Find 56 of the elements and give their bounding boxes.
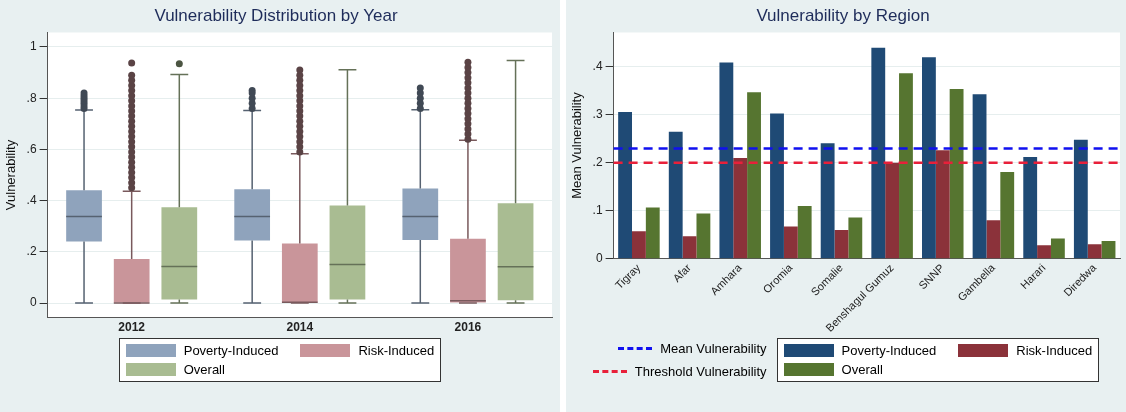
bar <box>1050 238 1065 259</box>
bar <box>618 111 633 259</box>
y-tick-label: .2 <box>26 244 37 259</box>
bar <box>747 92 761 259</box>
y-tick-label: 0 <box>595 250 603 265</box>
legend-label: Poverty-Induced <box>841 343 937 358</box>
bar <box>645 207 660 259</box>
x-tick-label: 2012 <box>118 320 146 335</box>
bar <box>719 62 734 259</box>
y-axis-title: Mean Vulnerability <box>569 91 585 199</box>
bar <box>668 131 683 259</box>
y-tick-label: .6 <box>26 141 37 156</box>
bar <box>848 217 863 259</box>
bar <box>1000 171 1015 259</box>
bar <box>1087 244 1102 259</box>
y-tick-label: .4 <box>592 59 603 74</box>
bar <box>820 143 835 259</box>
bar <box>834 229 849 259</box>
y-axis-title: Vulnerability <box>3 139 19 211</box>
bar <box>682 236 697 259</box>
bar <box>696 213 711 259</box>
bar <box>922 57 936 259</box>
legend-label: Threshold Vulnerability <box>634 364 767 379</box>
y-tick-label: .4 <box>26 192 37 207</box>
y-tick-label: .3 <box>592 107 603 122</box>
legend-label: Poverty-Induced <box>183 343 279 358</box>
bar <box>783 226 798 259</box>
bar <box>770 113 784 259</box>
bar <box>1037 245 1051 259</box>
y-tick-label: .2 <box>592 155 603 170</box>
y-tick-label: .1 <box>592 203 603 218</box>
bar <box>733 158 748 259</box>
y-tick-label: .8 <box>26 90 37 105</box>
x-tick-label: 2014 <box>286 320 314 335</box>
bar <box>1023 157 1038 259</box>
bar <box>871 47 886 259</box>
y-tick-label: 1 <box>29 39 37 54</box>
bar <box>1101 240 1116 259</box>
chart-title: Vulnerability Distribution by Year <box>154 5 398 25</box>
bar <box>899 73 913 259</box>
chart-title: Vulnerability by Region <box>756 5 930 25</box>
legend-label: Risk-Induced <box>1016 343 1093 358</box>
bar <box>935 150 950 259</box>
bar <box>632 231 646 259</box>
bar <box>1073 139 1088 259</box>
legend-label: Risk-Induced <box>358 343 435 358</box>
legend-label: Overall <box>841 362 883 377</box>
legend-label: Mean Vulnerability <box>660 341 767 356</box>
y-tick-label: 0 <box>29 295 37 310</box>
bar <box>885 162 900 259</box>
x-tick-label: 2016 <box>454 320 482 335</box>
legend-label: Overall <box>183 362 225 377</box>
bar <box>972 94 987 259</box>
bar <box>797 205 812 259</box>
bar <box>949 88 964 259</box>
bar <box>986 220 1001 259</box>
